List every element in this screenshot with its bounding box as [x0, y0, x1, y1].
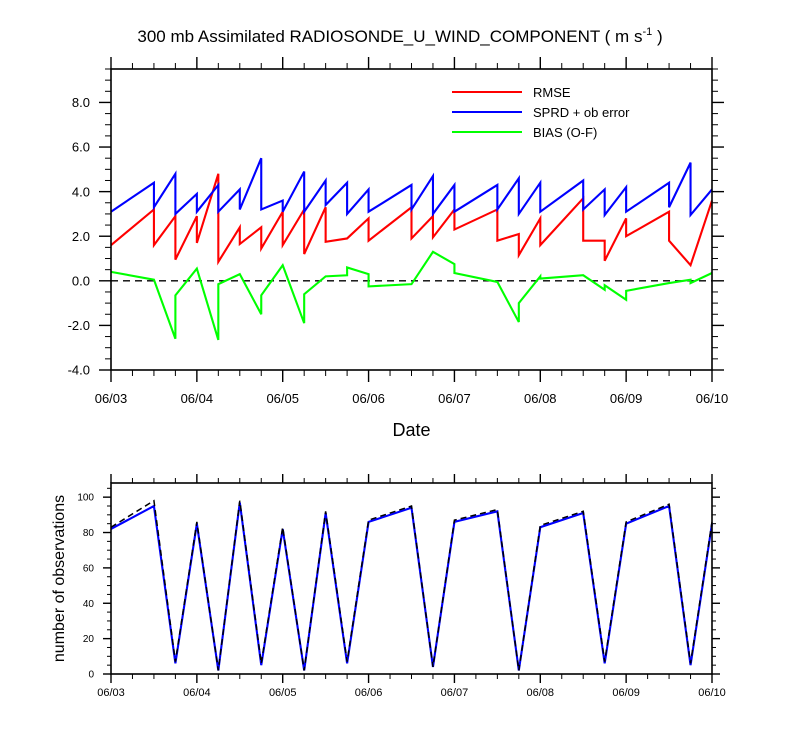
stats-x-tick-label: 06/08: [524, 391, 557, 406]
nobs-y-tick-label: 60: [83, 563, 95, 574]
stats-y-tick-label: 4.0: [72, 184, 90, 199]
nobs-marks: 06/03 06/04 06/05 06/06 06/07 06/08 06/09 06/10…: [77, 474, 726, 699]
nobs-y-tick-label: 40: [83, 599, 95, 610]
stats-series-bias-o-f: [110, 250, 713, 341]
nobs-x-tick-label: 06/03: [97, 687, 125, 699]
stats-x-axis-label: Date: [392, 420, 430, 440]
nobs-series-assimilated: [110, 502, 714, 671]
stats-y-tick-label: -4.0: [68, 363, 90, 378]
stats-plot-frame: [110, 68, 713, 371]
stats-y-tick-label: 6.0: [72, 140, 90, 155]
nobs-x-tick-label: 06/08: [527, 687, 555, 699]
stats-series-sprd-ob-error: [110, 157, 713, 219]
nobs-y-tick-label: 20: [83, 634, 95, 645]
stats-marks: 06/03 06/04 06/05 06/06 06/07 06/08 06/09 06/10…: [68, 57, 729, 406]
stats-x-tick-label: 06/09: [610, 391, 643, 406]
nobs-x-tick-label: 06/05: [269, 687, 297, 699]
stats-x-tick-label: 06/06: [352, 391, 385, 406]
nobs-series-possible: [110, 499, 713, 671]
stats-y-tick-label: 0.0: [72, 273, 90, 288]
nobs-y-tick-label: 80: [83, 528, 95, 539]
legend-label-sprd-ob-error: SPRD + ob error: [533, 105, 630, 120]
title-superscript: -1: [642, 26, 652, 38]
figure-title: 300 mb Assimilated RADIOSONDE_U_WIND_COM…: [137, 26, 662, 46]
stats-y-tick-label: -2.0: [68, 318, 90, 333]
stats-x-tick-label: 06/10: [696, 391, 729, 406]
stats-y-tick-label: 2.0: [72, 229, 90, 244]
stats-y-tick-label: 8.0: [72, 95, 90, 110]
stats-x-tick-label: 06/05: [266, 391, 299, 406]
nobs-x-tick-label: 06/06: [355, 687, 383, 699]
title-end: ): [652, 27, 662, 46]
legend-label-rmse: RMSE: [533, 85, 571, 100]
stats-x-tick-label: 06/07: [438, 391, 471, 406]
stats-legend: RMSE SPRD + ob error BIAS (O-F): [452, 85, 630, 140]
nobs-y-tick-label: 100: [77, 493, 94, 504]
nobs-x-tick-label: 06/09: [612, 687, 640, 699]
nobs-x-tick-label: 06/10: [698, 687, 726, 699]
stats-panel: 06/03 06/04 06/05 06/06 06/07 06/08 06/09 06/10…: [68, 57, 729, 440]
stats-x-tick-label: 06/04: [181, 391, 214, 406]
title-main: 300 mb Assimilated RADIOSONDE_U_WIND_COM…: [137, 27, 642, 46]
nobs-panel: 06/03 06/04 06/05 06/06 06/07 06/08 06/09 06/10…: [51, 474, 726, 699]
nobs-x-tick-label: 06/07: [441, 687, 469, 699]
nobs-x-tick-label: 06/04: [183, 687, 211, 699]
legend-label-bias-o-f: BIAS (O-F): [533, 125, 597, 140]
nobs-y-axis-label: number of observations: [51, 495, 68, 662]
nobs-y-tick-label: 0: [88, 670, 94, 681]
stats-x-tick-label: 06/03: [95, 391, 128, 406]
nobs-plot-frame: [110, 482, 713, 675]
